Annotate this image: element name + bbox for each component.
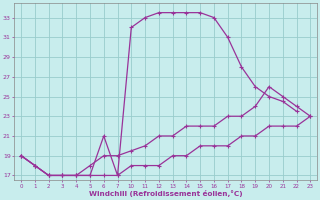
X-axis label: Windchill (Refroidissement éolien,°C): Windchill (Refroidissement éolien,°C)	[89, 190, 243, 197]
